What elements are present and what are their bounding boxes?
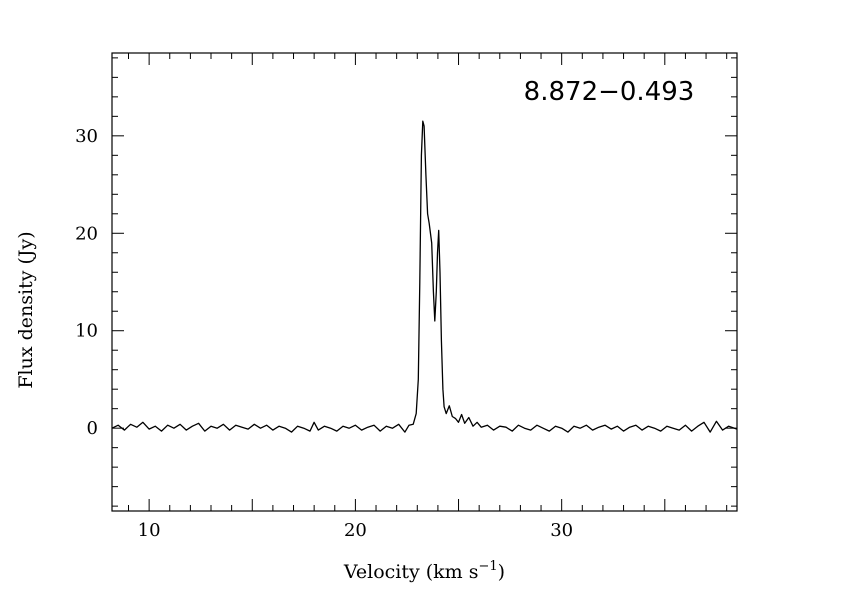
- x-axis-title: Velocity (km s−1): [343, 559, 505, 583]
- x-tick-label: 30: [550, 520, 573, 541]
- x-axis-title-suffix: ): [498, 561, 505, 583]
- y-axis-title: Flux density (Jy): [15, 231, 37, 388]
- x-axis-title-main: Velocity (km s: [343, 561, 479, 583]
- y-tick-label: 30: [75, 126, 98, 147]
- x-tick-label: 10: [138, 520, 161, 541]
- x-axis-unit-exponent: −1: [479, 559, 498, 574]
- x-tick-label: 20: [344, 520, 367, 541]
- y-tick-label: 0: [87, 418, 98, 439]
- chart-title: 8.872−0.493: [524, 77, 695, 107]
- tick-labels: 10 20 30 0 10 20 30: [75, 126, 573, 541]
- series-line: [111, 120, 738, 433]
- plot-frame: [111, 52, 738, 512]
- y-tick-label: 20: [75, 223, 98, 244]
- y-tick-label: 10: [75, 321, 98, 342]
- axis-ticks: [112, 53, 737, 511]
